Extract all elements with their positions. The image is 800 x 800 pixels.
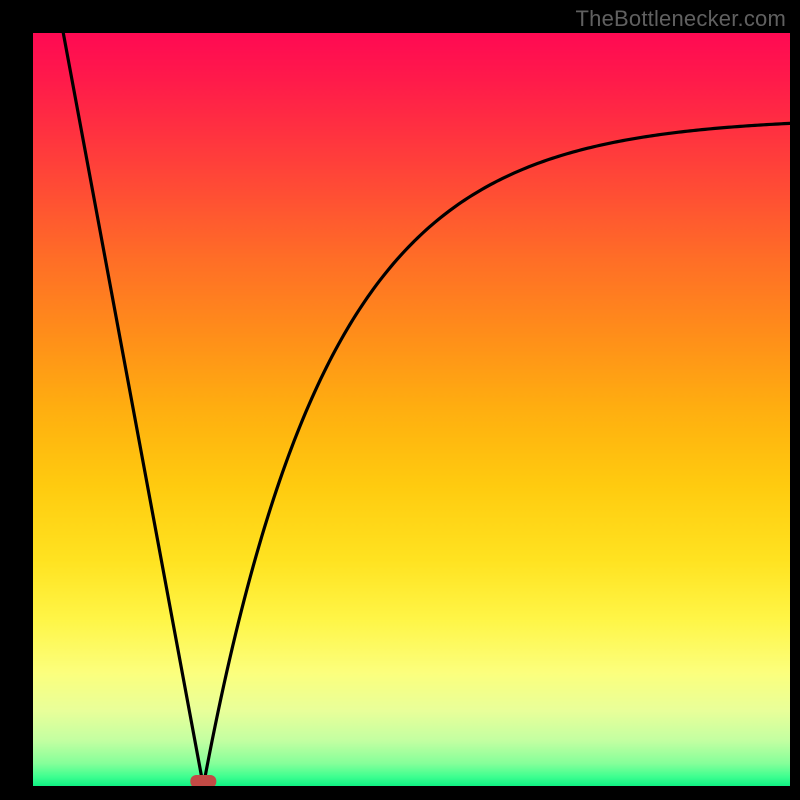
watermark-text: TheBottlenecker.com: [576, 6, 786, 32]
curve-overlay: [33, 33, 790, 786]
bottleneck-curve: [63, 33, 790, 786]
chart-container: TheBottlenecker.com: [0, 0, 800, 800]
plot-area: [33, 33, 790, 786]
minimum-marker: [190, 775, 216, 786]
